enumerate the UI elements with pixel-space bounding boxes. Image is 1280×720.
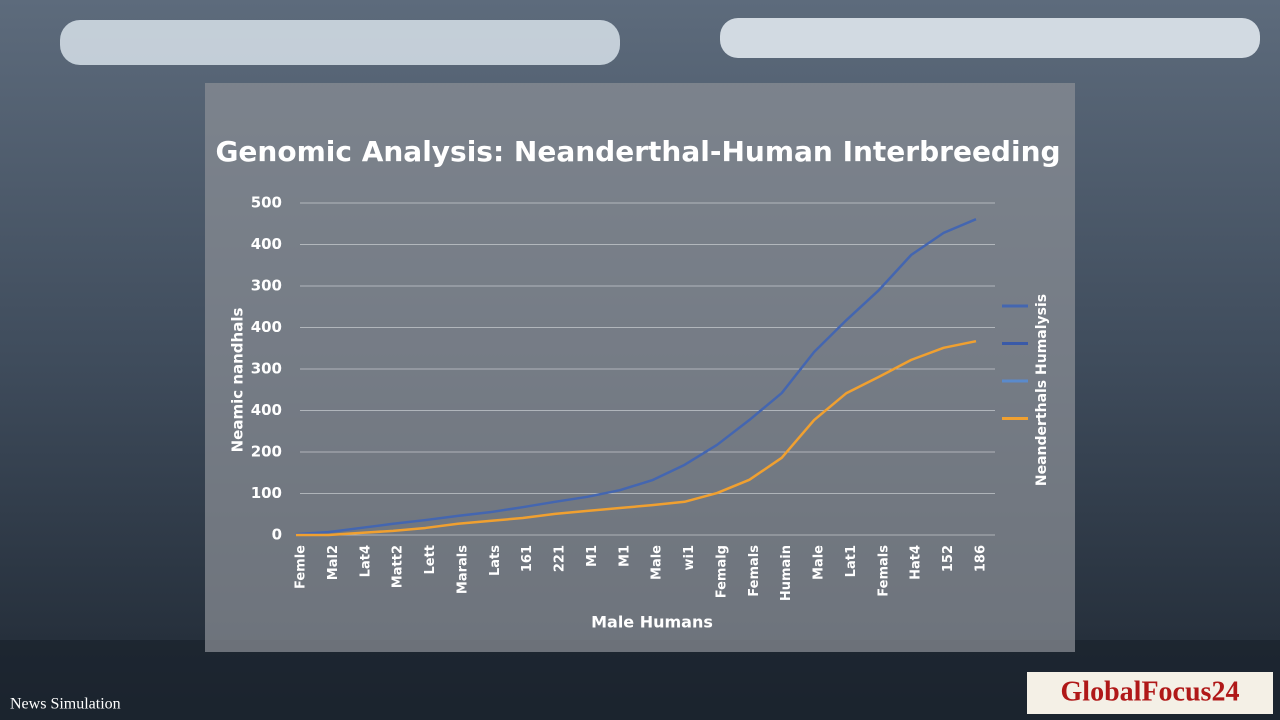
series-line (296, 339, 977, 537)
x-tick-label: Lat4 (358, 545, 373, 577)
x-tick-label: Femals (747, 545, 762, 597)
caption: News Simulation (10, 696, 121, 713)
x-tick-label: 221 (553, 545, 568, 572)
x-tick-label: Male (812, 545, 827, 580)
y-tick-label: 300 (251, 277, 282, 295)
x-tick-label: Femle (294, 545, 309, 589)
x-tick-label: Mal2 (326, 545, 341, 580)
x-tick-label: Humain (779, 545, 794, 601)
x-tick-label: Hat4 (909, 545, 924, 580)
legend-title: Neanderthals Humalysis (1034, 294, 1050, 486)
x-tick-label: Femals (876, 545, 891, 597)
y-tick-label: 400 (251, 401, 282, 419)
x-tick-label: 186 (974, 545, 989, 572)
x-tick-label: M1 (585, 545, 600, 567)
chart-title: Genomic Analysis: Neanderthal-Human Inte… (215, 135, 1060, 168)
y-tick-label: 100 (251, 484, 282, 502)
x-tick-label: Male (650, 545, 665, 580)
ceiling-light (60, 20, 620, 65)
y-tick-label: 200 (251, 443, 282, 461)
brand-box (1027, 672, 1273, 714)
brand: GlobalFocus24 (1061, 676, 1240, 707)
x-tick-label: 152 (941, 545, 956, 572)
ceiling-light (720, 18, 1260, 58)
chart-panel (205, 83, 1075, 652)
y-tick-label: 0 (272, 526, 282, 544)
x-tick-label: Matt2 (391, 545, 406, 588)
x-tick-label: 161 (520, 545, 535, 572)
series-line (295, 218, 977, 536)
x-tick-label: M1 (617, 545, 632, 567)
y-tick-label: 400 (251, 235, 282, 253)
x-axis-label: Male Humans (591, 613, 713, 632)
x-tick-label: Lat1 (844, 545, 859, 577)
y-tick-label: 400 (251, 318, 282, 336)
x-tick-label: wi1 (682, 545, 697, 571)
y-axis-label: Neamic nandhals (229, 308, 247, 453)
y-tick-label: 500 (251, 194, 282, 212)
x-tick-label: Lats (488, 545, 503, 576)
x-tick-label: Lett (423, 545, 438, 575)
y-tick-label: 300 (251, 360, 282, 378)
x-tick-label: Femalg (714, 545, 729, 598)
x-tick-label: Marals (455, 545, 470, 594)
